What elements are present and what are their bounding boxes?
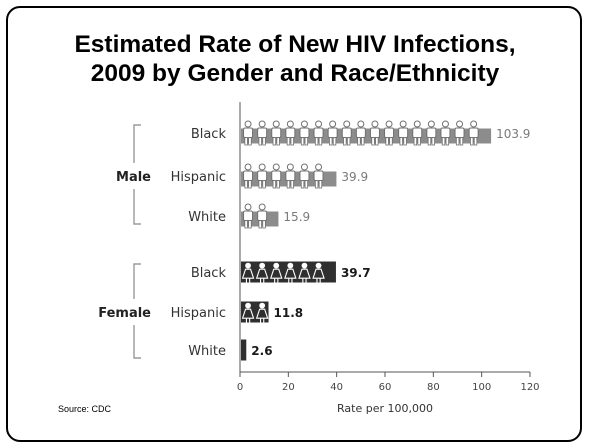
category-label: Hispanic [171,306,226,321]
category-label: White [188,344,226,359]
x-tick-label: 60 [379,382,392,393]
female-figure-icon [312,262,325,284]
male-figure-icon [412,120,423,146]
male-figure-icon [384,120,395,146]
male-figure-icon [426,120,437,146]
x-tick-label: 0 [237,382,243,393]
data-label: 15.9 [283,210,310,224]
slide-frame [6,6,582,442]
male-figure-icon [369,120,380,146]
data-label: 39.7 [341,266,371,280]
male-figure-icon [257,163,268,189]
group-label: Male [116,170,151,185]
data-label: 103.9 [496,127,530,141]
category-label: Hispanic [171,170,226,185]
female-figure-icon [284,262,297,284]
bar [241,339,247,361]
group-bracket-bottom [133,325,141,359]
female-figure-icon [269,262,283,284]
group-bracket-bottom [133,189,141,225]
male-figure-icon [243,203,254,229]
male-figure-icon [468,120,479,146]
male-figure-icon [285,120,296,146]
data-label: 11.8 [274,306,304,320]
chart-title: Estimated Rate of New HIV Infections, 20… [0,30,590,88]
category-label: Black [191,266,227,281]
male-figure-icon [243,163,254,189]
male-figure-icon [313,163,324,189]
male-figure-icon [271,163,282,189]
male-figure-icon [257,203,268,229]
x-axis-title: Rate per 100,000 [337,402,433,415]
x-tick-label: 20 [282,382,295,393]
data-label: 39.9 [341,170,368,184]
x-tick-label: 120 [520,382,539,393]
male-figure-icon [355,120,366,146]
male-figure-icon [257,120,268,146]
title-line-2: 2009 by Gender and Race/Ethnicity [90,60,500,87]
male-figure-icon [243,120,254,146]
female-figure-icon [241,262,255,284]
female-figure-icon [255,262,269,284]
female-figure-icon [241,302,255,324]
data-label: 2.6 [251,344,272,358]
male-figure-icon [440,120,451,146]
female-figure-icon [255,302,269,324]
title-line-1: Estimated Rate of New HIV Infections, [74,31,516,58]
group-label: Female [98,306,151,321]
group-bracket-top [133,263,141,299]
male-figure-icon [341,120,352,146]
male-figure-icon [285,163,296,189]
male-figure-icon [299,163,310,189]
group-bracket-top [133,124,141,163]
category-label: White [188,210,226,225]
x-tick-label: 80 [427,382,440,393]
category-label: Black [191,127,227,142]
source-note: Source: CDC [58,404,112,414]
male-figure-icon [327,120,338,146]
female-figure-icon [298,262,311,284]
male-figure-icon [398,120,409,146]
male-figure-icon [313,120,324,146]
x-tick-label: 40 [330,382,343,393]
male-figure-icon [299,120,310,146]
male-figure-icon [271,120,282,146]
x-tick-label: 100 [472,382,491,393]
male-figure-icon [454,120,465,146]
